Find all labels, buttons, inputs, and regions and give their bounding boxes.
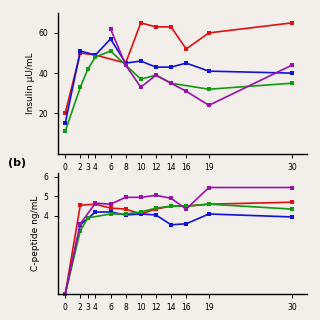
X-axis label: Time (minutes): Time (minutes)	[148, 174, 217, 183]
Y-axis label: C-peptide ng/mL: C-peptide ng/mL	[30, 196, 40, 271]
Text: (b): (b)	[8, 158, 26, 168]
Y-axis label: Insulin μU/mL: Insulin μU/mL	[26, 52, 35, 114]
